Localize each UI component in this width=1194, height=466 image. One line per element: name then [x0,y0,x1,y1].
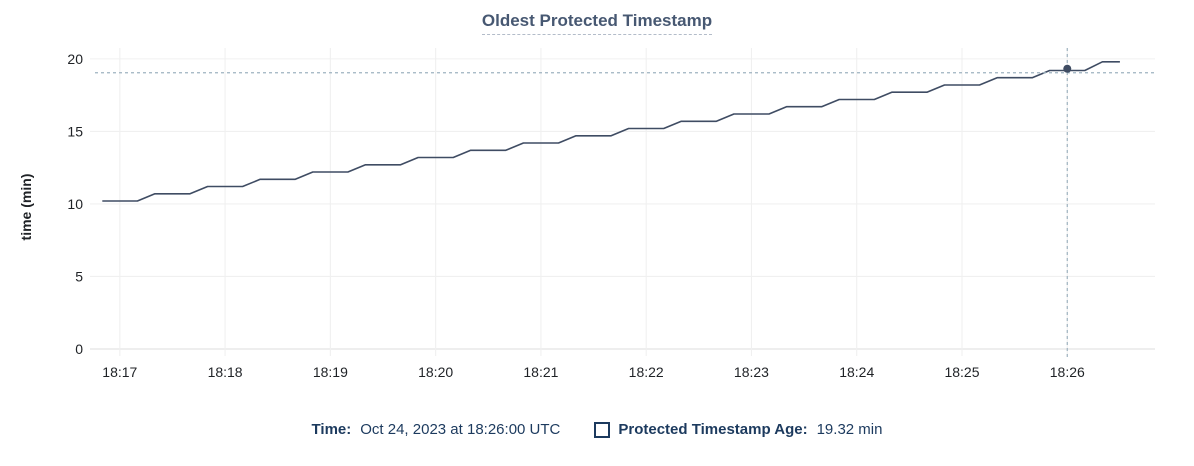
y-tick-label: 20 [67,51,83,67]
x-tick-label: 18:26 [1050,364,1085,380]
hover-legend: Time: Oct 24, 2023 at 18:26:00 UTC Prote… [0,420,1194,440]
title-row: Oldest Protected Timestamp [0,11,1194,35]
legend-series-item[interactable]: Protected Timestamp Age: 19.32 min [594,420,882,440]
legend-time-label: Time: [311,421,352,438]
legend-time-value: Oct 24, 2023 at 18:26:00 UTC [360,421,561,438]
x-tick-label: 18:19 [313,364,348,380]
x-tick-label: 18:20 [418,364,453,380]
x-tick-label: 18:17 [102,364,137,380]
y-axis-title: time (min) [18,174,34,241]
legend-series-label: Protected Timestamp Age: [618,421,808,438]
highlight-dot [1063,64,1072,73]
x-tick-label: 18:18 [208,364,243,380]
y-tick-label: 0 [75,341,83,357]
x-tick-label: 18:25 [944,364,979,380]
series-swatch-icon [594,422,611,438]
x-tick-label: 18:23 [734,364,769,380]
chart-title[interactable]: Oldest Protected Timestamp [481,11,713,35]
chart-svg[interactable]: 0 5 10 15 20 18:17 18:18 18:19 18:20 18:21 18:22 18… [0,0,1194,400]
y-tick-label: 15 [67,123,83,139]
legend-time-item: Time: Oct 24, 2023 at 18:26:00 UTC [312,420,561,440]
x-tick-label: 18:24 [839,364,874,380]
legend-series-value: 19.32 min [816,421,883,438]
x-tick-label: 18:21 [523,364,558,380]
y-tick-label: 10 [67,196,83,212]
series-line[interactable] [102,60,1120,202]
x-tick-label: 18:22 [629,364,664,380]
y-tick-label: 5 [75,268,83,284]
